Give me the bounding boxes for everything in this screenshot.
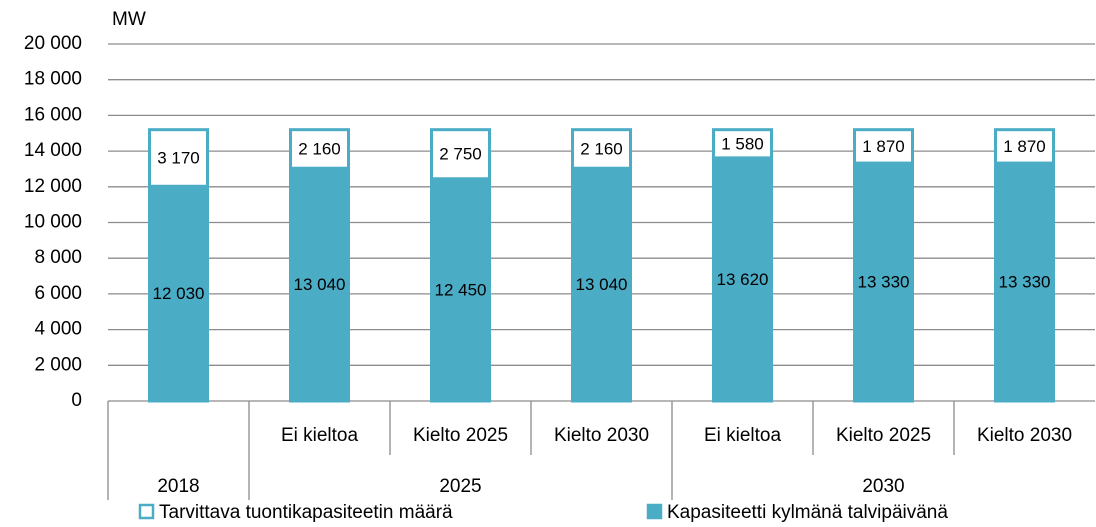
bar-segment bbox=[148, 184, 209, 403]
bar-segment bbox=[148, 128, 209, 188]
bar-segment bbox=[853, 161, 914, 403]
y-tick-label: 12 000 bbox=[24, 176, 82, 197]
value-label: 1 580 bbox=[721, 134, 764, 153]
legend-label: Kapasiteetti kylmänä talvipäivänä bbox=[667, 502, 948, 523]
y-tick-label: 2 000 bbox=[34, 354, 82, 375]
bar-segment bbox=[430, 177, 491, 403]
x-tick-label: Kielto 2030 bbox=[977, 425, 1072, 446]
x-tick-label: Ei kieltoa bbox=[281, 425, 359, 446]
bar-segment bbox=[994, 128, 1055, 165]
group-label: 2025 bbox=[439, 476, 481, 497]
bar-segment bbox=[712, 128, 773, 160]
y-tick-label: 6 000 bbox=[34, 283, 82, 304]
value-label: 1 870 bbox=[862, 137, 905, 156]
group-label: 2018 bbox=[157, 476, 199, 497]
x-tick-label: Kielto 2025 bbox=[413, 425, 508, 446]
value-label: 13 330 bbox=[858, 273, 910, 292]
y-tick-label: 18 000 bbox=[24, 69, 82, 90]
value-label: 2 160 bbox=[580, 139, 623, 158]
legend-label: Tarvittava tuontikapasiteetin määrä bbox=[159, 502, 453, 523]
y-tick-label: 8 000 bbox=[34, 247, 82, 268]
value-label: 13 040 bbox=[294, 275, 346, 294]
bar-segment bbox=[571, 128, 632, 170]
bar-segment bbox=[430, 128, 491, 181]
group-label: 2030 bbox=[862, 476, 904, 497]
legend-swatch bbox=[138, 503, 155, 520]
y-tick-label: 16 000 bbox=[24, 104, 82, 125]
x-tick-label: Ei kieltoa bbox=[704, 425, 782, 446]
value-label: 13 620 bbox=[717, 270, 769, 289]
value-label: 13 040 bbox=[576, 275, 628, 294]
value-label: 2 750 bbox=[439, 145, 482, 164]
bar-segment bbox=[853, 128, 914, 165]
value-label: 2 160 bbox=[298, 139, 341, 158]
bar-segment bbox=[994, 161, 1055, 403]
x-tick-label: Kielto 2025 bbox=[836, 425, 931, 446]
y-axis-unit: MW bbox=[112, 9, 146, 30]
bar-segment bbox=[289, 128, 350, 170]
x-tick-label: Kielto 2030 bbox=[554, 425, 649, 446]
y-tick-label: 10 000 bbox=[24, 212, 82, 233]
y-tick-label: 20 000 bbox=[24, 33, 82, 54]
y-tick-label: 4 000 bbox=[34, 319, 82, 340]
value-label: 13 330 bbox=[999, 273, 1051, 292]
value-label: 12 030 bbox=[153, 284, 205, 303]
value-label: 3 170 bbox=[157, 148, 200, 167]
value-label: 1 870 bbox=[1003, 137, 1046, 156]
legend-swatch bbox=[646, 503, 663, 520]
bar-segment bbox=[289, 166, 350, 403]
y-tick-label: 14 000 bbox=[24, 140, 82, 161]
value-label: 12 450 bbox=[435, 280, 487, 299]
y-tick-label: 0 bbox=[71, 390, 82, 411]
